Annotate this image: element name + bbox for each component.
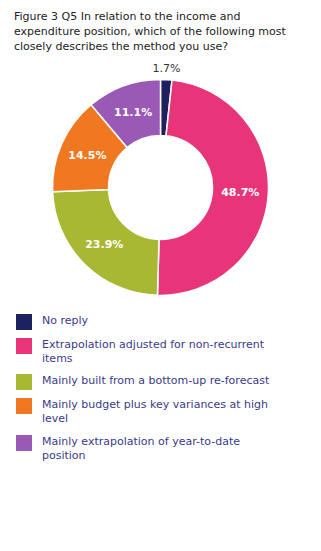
svg-text:14.5%: 14.5% xyxy=(68,148,106,161)
html-text:No reply: No reply xyxy=(42,313,89,327)
html-text:Figure 3 Q5 In relation to the: Figure 3 Q5 In relation to the income an… xyxy=(14,10,286,53)
svg-text:1.7%: 1.7% xyxy=(153,61,181,74)
svg-text:23.9%: 23.9% xyxy=(85,237,123,250)
html-text:Extrapolation adjusted for non: Extrapolation adjusted for non-recurrent… xyxy=(42,337,265,365)
html-text:Mainly built from a bottom-up: Mainly built from a bottom-up re-forecas… xyxy=(42,374,270,388)
svg-text:11.1%: 11.1% xyxy=(114,105,152,118)
html-text:Mainly budget plus key varianc: Mainly budget plus key variances at high… xyxy=(42,398,268,426)
html-text:Mainly extrapolation of year-t: Mainly extrapolation of year-to-date pos… xyxy=(42,434,240,462)
svg-text:48.7%: 48.7% xyxy=(221,186,259,199)
